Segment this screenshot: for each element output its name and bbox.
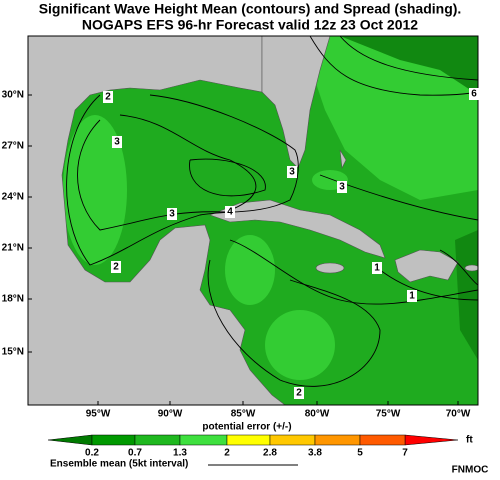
contour-label-box <box>372 262 382 274</box>
contour-label-box <box>103 91 113 103</box>
lat-label: 30°N <box>2 90 24 101</box>
colorbar-cell <box>269 434 316 446</box>
colorbar-tick-label: 3.8 <box>308 448 322 459</box>
contour-label: 6 <box>471 89 477 100</box>
colorbar-cell <box>134 434 181 446</box>
mean-label: Ensemble mean (5kt interval) <box>50 459 188 470</box>
lon-label: 80°W <box>305 409 330 420</box>
land <box>28 36 478 405</box>
colorbar-tick-label: 7 <box>402 448 408 459</box>
lon-label: 95°W <box>86 409 111 420</box>
lat-label: 18°N <box>2 294 24 305</box>
contour-label: 3 <box>114 137 120 148</box>
contours <box>66 36 478 387</box>
contour-label: 2 <box>113 262 119 273</box>
lat-label: 24°N <box>2 192 24 203</box>
contour-label: 4 <box>227 207 233 218</box>
contour-label-box <box>111 261 121 273</box>
map <box>28 36 478 405</box>
colorbar-cell <box>359 434 406 446</box>
contour-label-box <box>469 88 479 100</box>
spread-dark <box>340 36 478 360</box>
colorbar-cell <box>91 434 136 446</box>
contour-label: 2 <box>105 92 111 103</box>
colorbar-tick-label: 0.7 <box>128 448 142 459</box>
lon-label: 75°W <box>376 409 401 420</box>
lon-label: 90°W <box>158 409 183 420</box>
colorbar-tick-label: 2 <box>224 448 230 459</box>
title-line: Significant Wave Height Mean (contours) … <box>39 1 462 17</box>
colorbar-arrow <box>47 434 93 446</box>
lat-label: 21°N <box>2 243 24 254</box>
contour-label: 3 <box>289 167 295 178</box>
contour-label-box <box>287 166 297 178</box>
lat-label: 15°N <box>2 347 24 358</box>
colorbar-cell <box>226 434 271 446</box>
contour-label: 2 <box>296 388 302 399</box>
contour-label-box <box>337 181 347 193</box>
colorbar-cell <box>314 434 361 446</box>
colorbar-arrow <box>404 434 459 446</box>
lat-label: 27°N <box>2 141 24 152</box>
colorbar-cell <box>179 434 228 446</box>
contour-label-box <box>294 387 304 399</box>
colorbar-tick-label: 2.8 <box>263 448 277 459</box>
contour-label: 1 <box>374 263 380 274</box>
contour-label-box <box>112 136 122 148</box>
colorbar-tick-label: 0.2 <box>85 448 99 459</box>
map-frame <box>27 35 479 406</box>
contour-label-box <box>225 206 235 218</box>
contour-label: 3 <box>339 182 345 193</box>
contour-label: 1 <box>409 291 415 302</box>
colorbar <box>47 434 459 446</box>
lon-label: 85°W <box>231 409 256 420</box>
contour-label-box <box>407 290 417 302</box>
contour-label: 3 <box>169 209 175 220</box>
contour-label-box <box>167 208 177 220</box>
credit: FNMOC <box>452 465 489 476</box>
title-line: NOGAPS EFS 96-hr Forecast valid 12z 23 O… <box>82 17 418 33</box>
colorbar-tick-label: 5 <box>357 448 363 459</box>
legend-unit: ft <box>466 435 473 446</box>
lon-label: 70°W <box>446 409 471 420</box>
colorbar-tick-label: 1.3 <box>173 448 187 459</box>
legend-title: potential error (+/-) <box>202 422 291 433</box>
